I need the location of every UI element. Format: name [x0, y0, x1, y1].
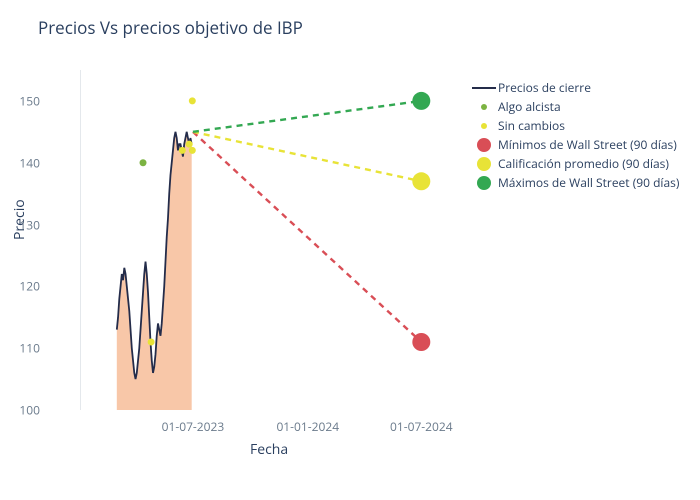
- legend: Precios de cierre Algo alcista Sin cambios…: [470, 78, 679, 192]
- legend-target-avg-label: Calificación promedio (90 días): [498, 155, 669, 172]
- plot-area: [80, 70, 460, 410]
- target-line-avg: [193, 132, 421, 181]
- legend-target-low-swatch: [470, 138, 498, 152]
- y-tick: 120: [0, 278, 40, 295]
- point-algo-alcista: [140, 159, 147, 166]
- target-line-low: [193, 132, 421, 342]
- legend-target-high-label: Máximos de Wall Street (90 días): [498, 174, 679, 191]
- legend-target-high[interactable]: Máximos de Wall Street (90 días): [470, 173, 679, 192]
- legend-target-low-label: Mínimos de Wall Street (90 días): [498, 136, 677, 153]
- legend-close-prices-label: Precios de cierre: [498, 79, 591, 96]
- target-marker-high: [412, 92, 430, 110]
- legend-sin-cambios-label: Sin cambios: [498, 117, 565, 134]
- y-tick: 140: [0, 154, 40, 171]
- legend-algo-alcista-label: Algo alcista: [498, 98, 561, 115]
- y-tick: 150: [0, 92, 40, 109]
- target-marker-avg: [412, 172, 430, 190]
- legend-sin-cambios-swatch: [470, 123, 498, 129]
- point-sin-cambios: [179, 147, 186, 154]
- x-tick: 01-07-2023: [162, 418, 225, 435]
- x-tick: 01-07-2024: [390, 418, 453, 435]
- y-tick: 100: [0, 402, 40, 419]
- legend-target-avg[interactable]: Calificación promedio (90 días): [470, 154, 679, 173]
- legend-target-high-swatch: [470, 176, 498, 190]
- legend-sin-cambios[interactable]: Sin cambios: [470, 116, 679, 135]
- target-marker-low: [412, 333, 430, 351]
- legend-algo-alcista[interactable]: Algo alcista: [470, 97, 679, 116]
- y-tick: 110: [0, 340, 40, 357]
- target-line-high: [193, 101, 421, 132]
- point-sin-cambios: [148, 339, 155, 346]
- legend-close-prices-swatch: [470, 87, 498, 89]
- legend-target-avg-swatch: [470, 157, 498, 171]
- y-tick: 130: [0, 216, 40, 233]
- legend-target-low[interactable]: Mínimos de Wall Street (90 días): [470, 135, 679, 154]
- legend-algo-alcista-swatch: [470, 104, 498, 110]
- plot-svg: [80, 70, 460, 410]
- point-sin-cambios: [189, 147, 196, 154]
- legend-close-prices[interactable]: Precios de cierre: [470, 78, 679, 97]
- point-sin-cambios: [186, 141, 193, 148]
- x-axis-label: Fecha: [250, 440, 288, 459]
- x-tick: 01-01-2024: [276, 418, 339, 435]
- point-sin-cambios: [189, 97, 196, 104]
- chart-title: Precios Vs precios objetivo de IBP: [38, 16, 303, 39]
